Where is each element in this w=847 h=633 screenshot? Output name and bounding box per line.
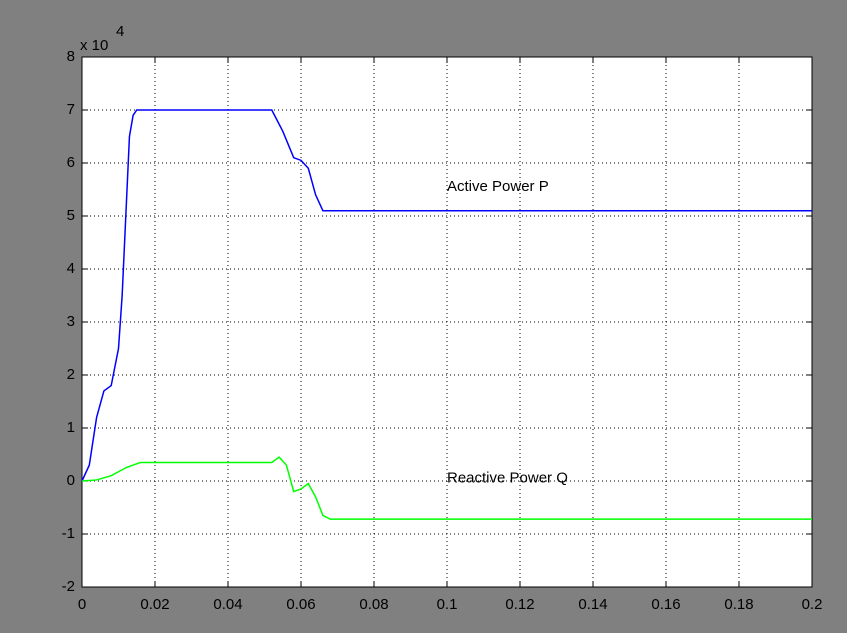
y-tick-label: 0 <box>67 472 75 489</box>
y-multiplier-exponent: 4 <box>116 23 124 40</box>
series-line <box>81 109 812 482</box>
x-tick-label: 0.02 <box>140 596 169 613</box>
x-tick-label: 0.16 <box>651 596 680 613</box>
axes-box <box>81 56 813 588</box>
annotation: Reactive Power Q <box>447 469 568 486</box>
x-tick-label: 0.18 <box>724 596 753 613</box>
x-tick-label: 0.08 <box>359 596 388 613</box>
x-tick-label: 0.12 <box>505 596 534 613</box>
x-tick-label: 0 <box>78 596 86 613</box>
x-tick-label: 0.2 <box>802 596 823 613</box>
y-tick-label: 3 <box>67 313 75 330</box>
y-tick-label: 2 <box>67 366 75 383</box>
y-tick-label: 5 <box>67 207 75 224</box>
annotation: Active Power P <box>447 178 549 195</box>
x-tick-label: 0.1 <box>437 596 458 613</box>
y-multiplier: x 10 <box>80 37 108 54</box>
y-tick-label: 4 <box>67 260 75 277</box>
y-tick-label: 7 <box>67 101 75 118</box>
x-tick-label: 0.06 <box>286 596 315 613</box>
y-tick-label: 1 <box>67 419 75 436</box>
y-tick-label: -1 <box>62 525 75 542</box>
series-line <box>81 456 812 520</box>
x-tick-label: 0.14 <box>578 596 607 613</box>
y-tick-label: -2 <box>62 578 75 595</box>
x-tick-label: 0.04 <box>213 596 242 613</box>
y-tick-label: 6 <box>67 154 75 171</box>
y-tick-label: 8 <box>67 48 75 65</box>
